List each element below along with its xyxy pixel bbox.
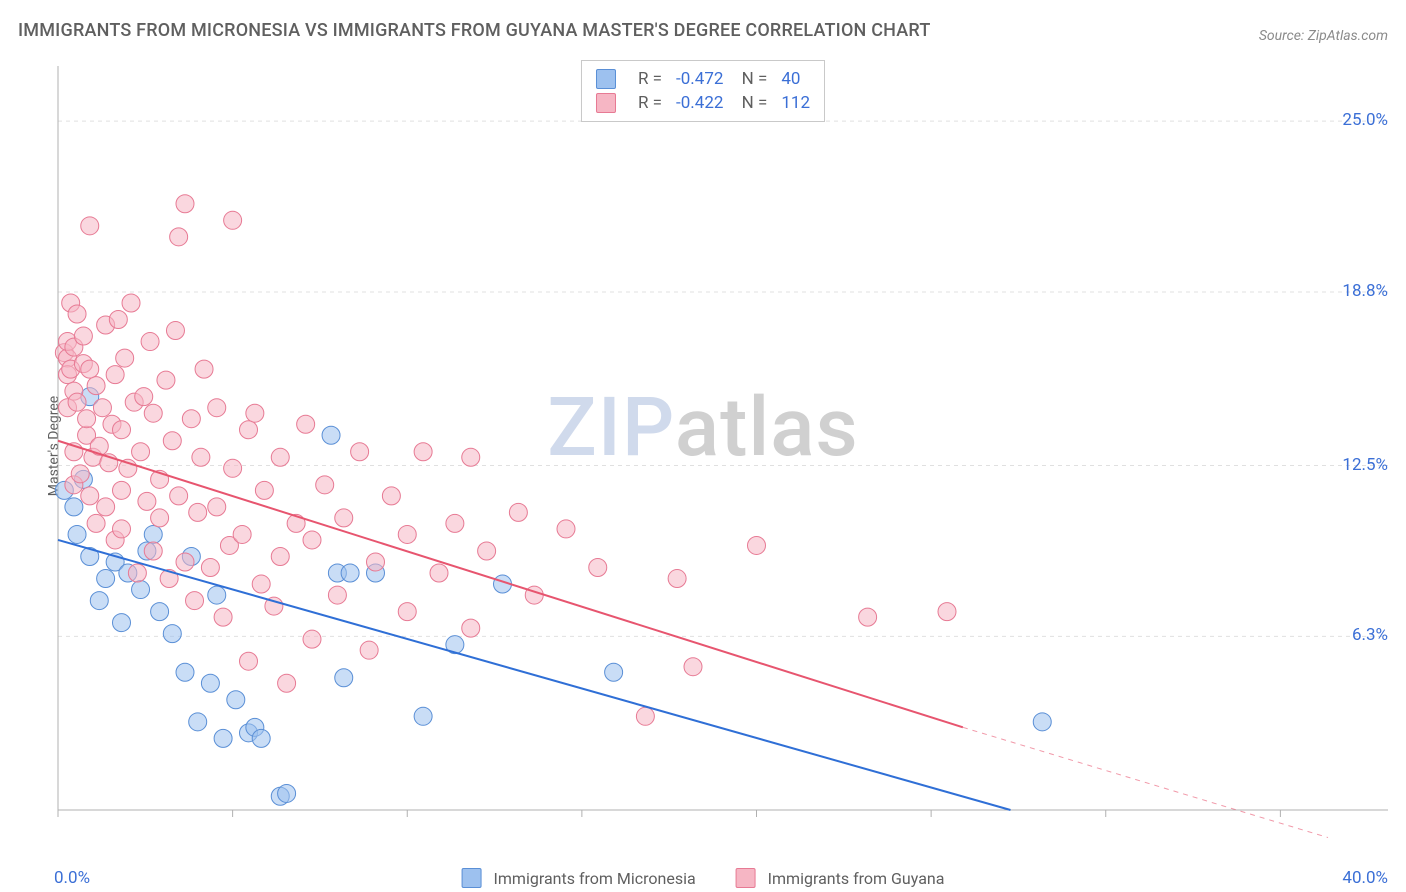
corr-n-guyana: 112	[781, 91, 810, 115]
correlation-box: R =-0.472 N =40 R =-0.422 N =112	[581, 60, 825, 122]
correlation-row-micronesia: R =-0.472 N =40	[596, 67, 810, 91]
legend-swatch-guyana	[736, 868, 756, 888]
legend-label-micronesia: Immigrants from Micronesia	[494, 869, 696, 888]
chart-title: IMMIGRANTS FROM MICRONESIA VS IMMIGRANTS…	[18, 20, 931, 41]
corr-swatch-micronesia	[596, 69, 616, 89]
correlation-row-guyana: R =-0.422 N =112	[596, 91, 810, 115]
legend-item-micronesia: Immigrants from Micronesia	[462, 868, 696, 888]
y-tick-label: 12.5%	[1342, 455, 1388, 475]
y-tick-label: 6.3%	[1352, 625, 1388, 645]
y-tick-label: 18.8%	[1342, 281, 1388, 301]
source-credit: Source: ZipAtlas.com	[1259, 28, 1388, 44]
corr-n-micronesia: 40	[781, 67, 800, 91]
bottom-legend: Immigrants from Micronesia Immigrants fr…	[462, 868, 945, 888]
legend-label-guyana: Immigrants from Guyana	[768, 869, 945, 888]
chart-svg	[48, 60, 1388, 840]
scatter-plot	[48, 60, 1388, 840]
x-axis-min-label: 0.0%	[54, 868, 90, 888]
corr-r-guyana: -0.422	[676, 91, 723, 115]
y-tick-label: 25.0%	[1342, 110, 1388, 130]
legend-swatch-micronesia	[462, 868, 482, 888]
corr-r-micronesia: -0.472	[676, 67, 723, 91]
legend-item-guyana: Immigrants from Guyana	[736, 868, 945, 888]
corr-swatch-guyana	[596, 93, 616, 113]
x-axis-max-label: 40.0%	[1342, 868, 1388, 888]
